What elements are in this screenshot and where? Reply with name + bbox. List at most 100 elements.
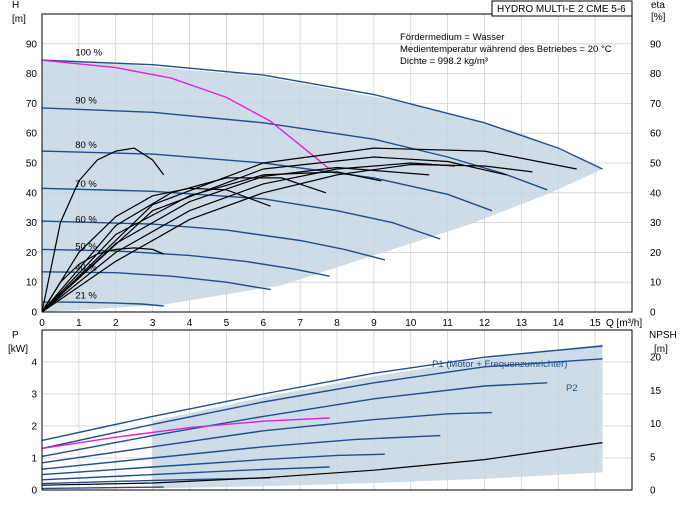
medium-annotation: Medientemperatur während des Betriebes =… (400, 44, 612, 55)
y-tick-label: 2 (31, 422, 37, 433)
speed-label: 50 % (75, 241, 97, 252)
series-line (41, 477, 271, 485)
y-tick-label: 40 (26, 188, 38, 199)
x-tick-label: 0 (39, 318, 45, 329)
y-tick-label: 20 (26, 248, 38, 259)
series-line (41, 177, 327, 313)
legend-p1: P1 (Motor + Frequenzumrichter) (432, 359, 567, 370)
legend-p2: P2 (566, 383, 578, 394)
y-tick-label: 50 (26, 159, 38, 170)
x-tick-label: 10 (405, 318, 417, 329)
chart-title: HYDRO MULTI-E 2 CME 5-6 (497, 4, 626, 15)
x-tick-label: 12 (479, 318, 491, 329)
series-line (41, 59, 331, 170)
series-line (41, 486, 164, 490)
y-right-axis-unit: [m] (654, 344, 668, 355)
series-line (41, 358, 603, 450)
y-right-tick-label: 60 (650, 129, 662, 140)
y-right-tick-label: 0 (650, 486, 656, 497)
x-tick-label: 6 (260, 318, 266, 329)
series-line (41, 220, 386, 261)
y-right-tick-label: 0 (650, 308, 656, 319)
speed-label: 90 % (75, 95, 97, 106)
y-axis-label: H (12, 0, 19, 11)
y-right-tick-label: 30 (650, 218, 662, 229)
y-tick-label: 1 (31, 454, 37, 465)
y-right-tick-label: 40 (650, 188, 662, 199)
speed-label: 80 % (75, 140, 97, 151)
series-line (41, 59, 603, 170)
speed-label: 40 % (75, 262, 97, 273)
y-right-tick-label: 50 (650, 159, 662, 170)
medium-annotation: Dichte = 998.2 kg/m³ (400, 56, 488, 67)
y-right-tick-label: 90 (650, 39, 662, 50)
speed-label: 70 % (75, 179, 97, 190)
series-line (41, 345, 603, 442)
series-line (41, 466, 330, 481)
speed-label: 100 % (75, 48, 102, 59)
x-tick-label: 11 (442, 318, 453, 329)
series-line (41, 171, 382, 313)
y-tick-label: 3 (31, 390, 37, 401)
series-line (41, 417, 330, 450)
y-tick-label: 90 (26, 39, 38, 50)
y-right-axis-unit: [%] (651, 12, 666, 23)
series-line (41, 247, 164, 313)
x-tick-label: 13 (516, 318, 528, 329)
x-tick-label: 4 (187, 318, 193, 329)
y-right-tick-label: 10 (650, 278, 662, 289)
y-right-tick-label: 5 (650, 452, 656, 463)
x-tick-label: 8 (334, 318, 340, 329)
series-line (41, 107, 548, 191)
y-tick-label: 0 (31, 486, 37, 497)
plot-border (41, 329, 633, 491)
y-tick-label: 80 (26, 69, 38, 80)
series-line (41, 434, 441, 470)
x-tick-label: 14 (553, 318, 565, 329)
series-line (41, 147, 165, 313)
series-line (41, 156, 507, 313)
x-tick-label: 3 (150, 318, 156, 329)
y-right-tick-label: 70 (650, 99, 662, 110)
y-right-tick-label: 20 (650, 248, 662, 259)
y-tick-label: 4 (31, 358, 37, 369)
plot-border (41, 13, 633, 313)
speed-label: 21 % (75, 291, 97, 302)
x-tick-label: 5 (224, 318, 230, 329)
x-tick-label: 1 (76, 318, 82, 329)
series-line (41, 301, 164, 307)
series-line (41, 162, 456, 313)
power-chart: 0 1 2 3 4 0 5 10 15 20 P [kW] NPSH [m] P1 (Motor + Fre… (8, 329, 677, 497)
y-axis-unit: [m] (12, 14, 26, 25)
y-tick-label: 10 (26, 278, 38, 289)
series-line (41, 147, 577, 313)
speed-label: 60 % (75, 215, 97, 226)
series-line (41, 453, 385, 476)
series-line (41, 187, 271, 313)
y-tick-label: 0 (31, 308, 37, 319)
y-right-tick-label: 10 (650, 419, 662, 430)
operating-area (152, 344, 603, 489)
series-line (41, 150, 493, 212)
y-axis-label: P (12, 330, 19, 341)
title-box (491, 0, 633, 17)
medium-annotation: Fördermedium = Wasser (400, 32, 504, 43)
series-line (41, 187, 441, 240)
y-tick-label: 70 (26, 99, 38, 110)
x-tick-label: 15 (590, 318, 602, 329)
x-tick-label: 7 (297, 318, 303, 329)
y-right-axis-label: NPSH (649, 330, 677, 341)
y-right-tick-label: 15 (650, 386, 662, 397)
y-tick-label: 30 (26, 218, 38, 229)
y-axis-unit: [kW] (8, 344, 28, 355)
y-right-axis-label: eta (651, 0, 665, 11)
series-line (41, 382, 548, 458)
x-tick-label: 9 (371, 318, 377, 329)
series-line (41, 442, 603, 486)
y-right-tick-label: 80 (650, 69, 662, 80)
x-tick-label: 2 (113, 318, 119, 329)
head-chart: 01020304050607080900102030405060708090H[… (12, 0, 666, 329)
series-line (41, 248, 330, 277)
